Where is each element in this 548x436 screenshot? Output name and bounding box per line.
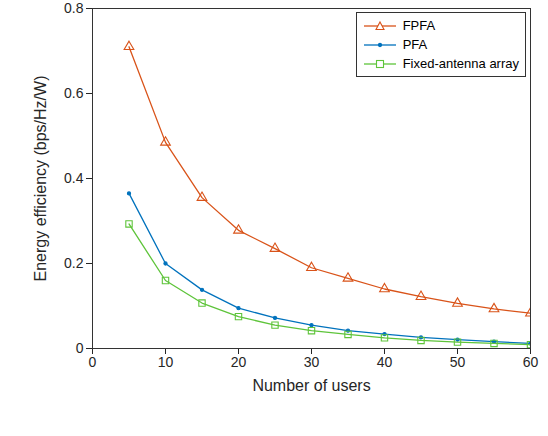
svg-text:Number of users: Number of users [252, 377, 370, 394]
svg-text:Energy efficiency (bps/Hz/W): Energy efficiency (bps/Hz/W) [32, 76, 49, 282]
html-text:PFA: PFA [402, 37, 428, 52]
svg-text:50: 50 [450, 354, 466, 370]
svg-text:0.6: 0.6 [64, 85, 84, 101]
svg-text:0: 0 [76, 340, 84, 356]
svg-text:30: 30 [304, 354, 320, 370]
svg-text:40: 40 [377, 354, 393, 370]
svg-text:20: 20 [231, 354, 247, 370]
html-text:Fixed-antenna array: Fixed-antenna array [402, 56, 519, 71]
svg-text:0: 0 [89, 354, 97, 370]
svg-text:0.4: 0.4 [64, 170, 84, 186]
html-text:FPFA: FPFA [402, 18, 436, 33]
svg-text:0.8: 0.8 [64, 0, 84, 16]
svg-text:60: 60 [523, 354, 539, 370]
svg-text:10: 10 [158, 354, 174, 370]
svg-text:0.2: 0.2 [64, 255, 84, 271]
